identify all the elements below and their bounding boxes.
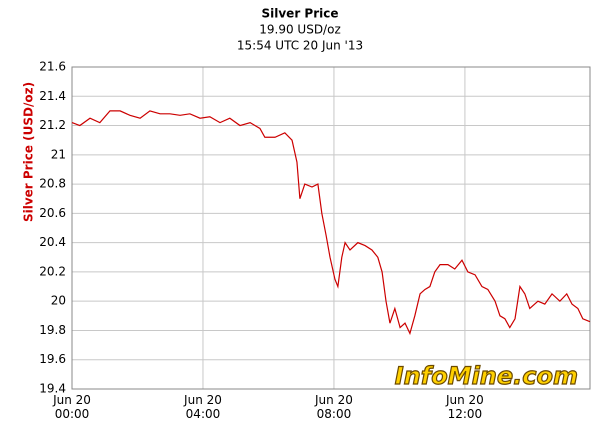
y-tick-label: 21	[51, 147, 66, 161]
y-axis-label: Silver Price (USD/oz)	[22, 82, 36, 222]
y-tick-label: 21.2	[39, 118, 66, 132]
chart-title: Silver Price	[261, 7, 338, 21]
y-tick-label: 19.8	[39, 323, 66, 337]
y-tick-label: 19.6	[39, 352, 66, 366]
y-tick-label: 21.6	[39, 60, 66, 74]
x-tick-label: Jun 20 00:00	[53, 393, 91, 421]
y-tick-label: 19.4	[39, 382, 66, 396]
y-tick-label: 20	[51, 294, 66, 308]
plot-frame	[71, 66, 591, 390]
y-tick-label: 20.6	[39, 206, 66, 220]
y-tick-label: 20.4	[39, 235, 66, 249]
y-tick-label: 21.4	[39, 89, 66, 103]
y-tick-label: 20.2	[39, 264, 66, 278]
x-tick-label: Jun 20 04:00	[184, 393, 222, 421]
chart-subtitle: 19.90 USD/oz	[259, 23, 341, 37]
x-tick-label: Jun 20 08:00	[315, 393, 353, 421]
watermark: InfoMine.com	[395, 362, 578, 390]
timestamp: 15:54 UTC 20 Jun '13	[237, 39, 363, 53]
y-tick-label: 20.8	[39, 177, 66, 191]
x-tick-label: Jun 20 12:00	[445, 393, 484, 421]
price-line	[71, 110, 591, 336]
